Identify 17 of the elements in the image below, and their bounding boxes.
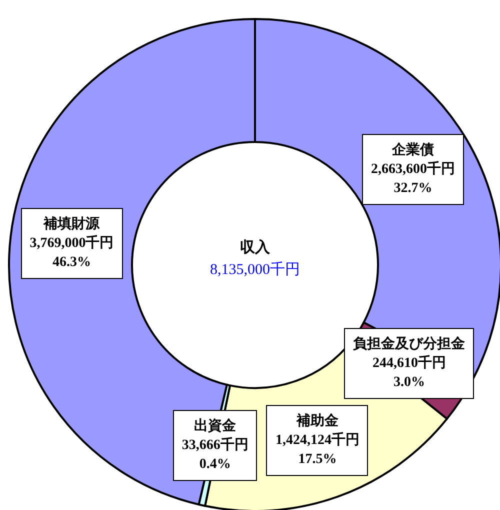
data-label: 244,610千円 [371, 354, 447, 374]
text: 46.3% [52, 255, 91, 270]
slice-label: 補助金 [295, 412, 340, 432]
text: 0.4% [199, 456, 231, 472]
text: 17.5% [298, 452, 337, 468]
slice-label: 補填財源 [42, 215, 101, 234]
text: 3.0% [393, 375, 425, 390]
slice-label: 負担金及び分担金 [353, 335, 466, 354]
slice-label: 出資金 [193, 417, 238, 436]
data-label: 2,663,600千円 [371, 160, 456, 180]
text: 8,135,000千円 [210, 260, 300, 280]
data-label: 1,424,124千円 [275, 431, 360, 450]
data-label: 3,769,000千円 [30, 234, 114, 254]
data-label: 33,666千円 [182, 436, 248, 455]
text: 32.7% [394, 181, 432, 196]
text: 収入 [239, 238, 271, 258]
slice-label: 企業債 [390, 141, 436, 160]
